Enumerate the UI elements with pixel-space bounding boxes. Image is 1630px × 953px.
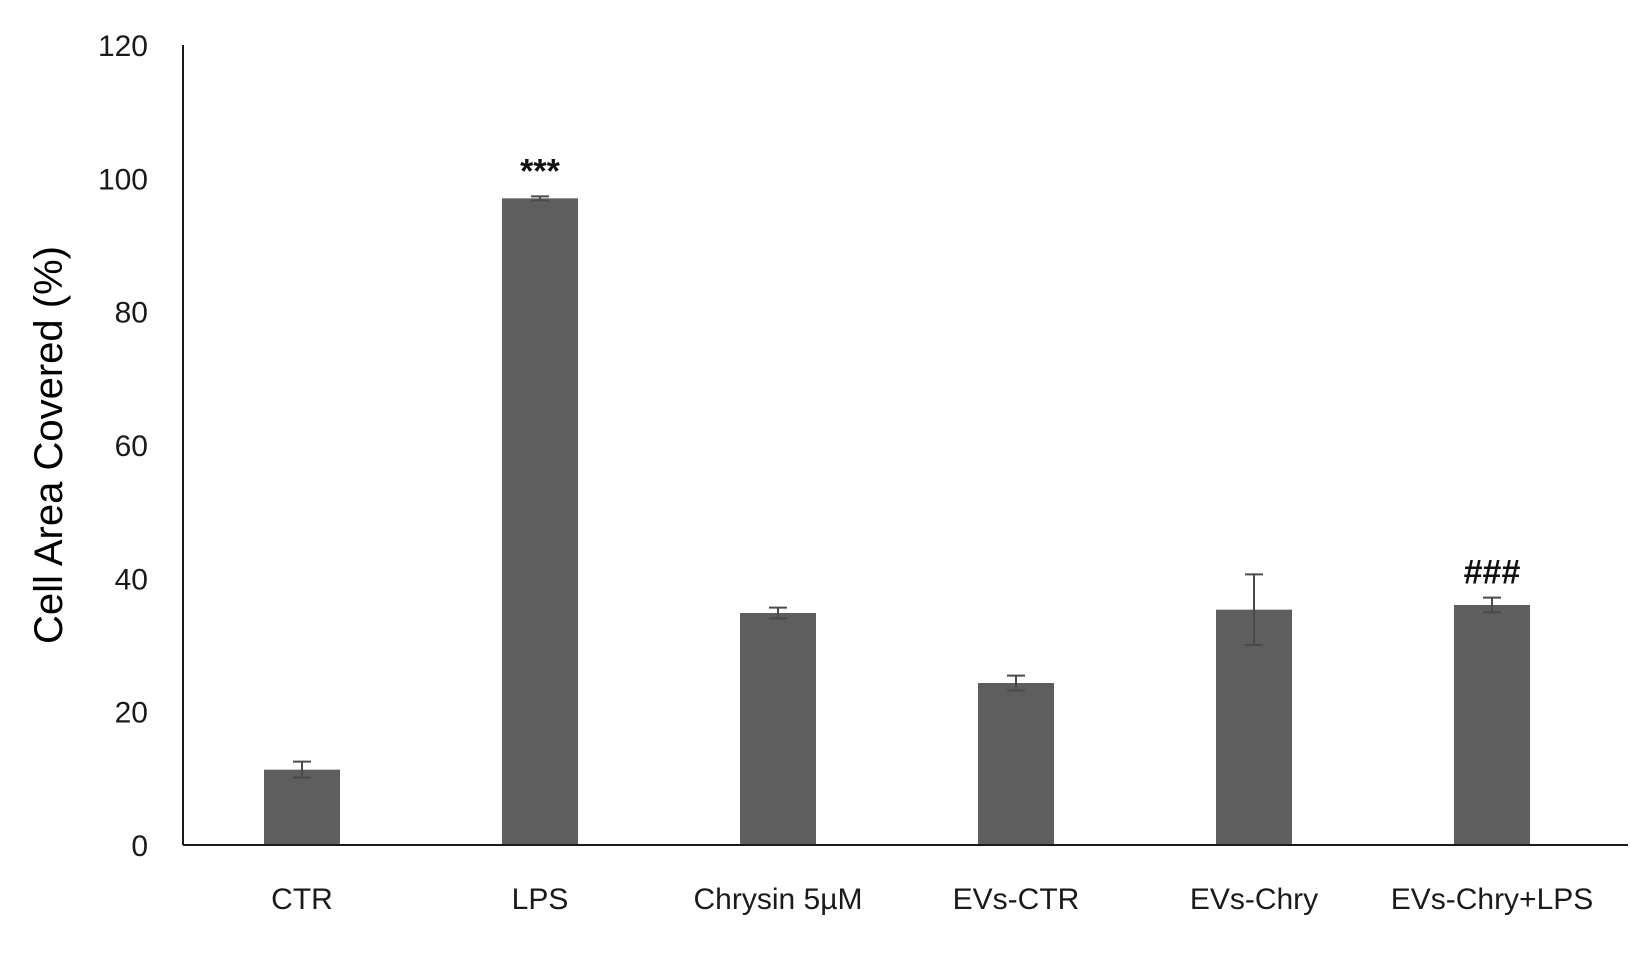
y-axis-title: Cell Area Covered (%) <box>27 246 71 644</box>
y-tick-label-100: 100 <box>98 163 148 196</box>
bar-evs-ctr <box>978 683 1054 845</box>
error-bar-lps <box>531 195 549 202</box>
annotation-lps: *** <box>520 152 560 190</box>
x-tick-label-evs-ctr: EVs-CTR <box>953 883 1080 916</box>
error-bar-chrysin-5-m <box>769 606 787 620</box>
bar-evs-chry <box>1216 609 1292 845</box>
y-tick-label-20: 20 <box>115 697 148 730</box>
error-bar-evs-ctr <box>1007 674 1025 692</box>
y-tick-label-60: 60 <box>115 430 148 463</box>
axes <box>182 45 1628 846</box>
x-tick-label-chrysin-5-m: Chrysin 5µM <box>694 883 863 916</box>
y-axis-title-group: Cell Area Covered (%) <box>27 246 71 644</box>
bar-lps <box>502 198 578 846</box>
error-bar-ctr <box>293 760 311 779</box>
bars <box>264 198 1530 846</box>
annotation-evs-chry-lps: ### <box>1464 554 1521 592</box>
y-tick-label-80: 80 <box>115 297 148 330</box>
y-tick-label-40: 40 <box>115 563 148 596</box>
error-bars <box>293 195 1501 779</box>
bar-evs-chry-lps <box>1454 605 1530 845</box>
y-axis-ticks: 0 20 40 60 80 100 120 <box>98 30 148 863</box>
y-tick-label-0: 0 <box>131 830 148 863</box>
error-bar-evs-chry-lps <box>1483 596 1501 614</box>
y-tick-label-120: 120 <box>98 30 148 63</box>
x-tick-label-ctr: CTR <box>271 883 333 916</box>
x-tick-label-evs-chry: EVs-Chry <box>1190 883 1318 916</box>
significance-annotations: *** ### <box>520 152 1520 591</box>
x-tick-label-evs-chry-lps: EVs-Chry+LPS <box>1391 883 1594 916</box>
error-bar-evs-chry <box>1245 573 1263 646</box>
x-axis-categories: CTR LPS Chrysin 5µM EVs-CTR EVs-Chry EVs-Chry… <box>271 883 1593 916</box>
bar-ctr <box>264 769 340 845</box>
bar-chrysin-5-m <box>740 613 816 845</box>
x-tick-label-lps: LPS <box>512 883 569 916</box>
